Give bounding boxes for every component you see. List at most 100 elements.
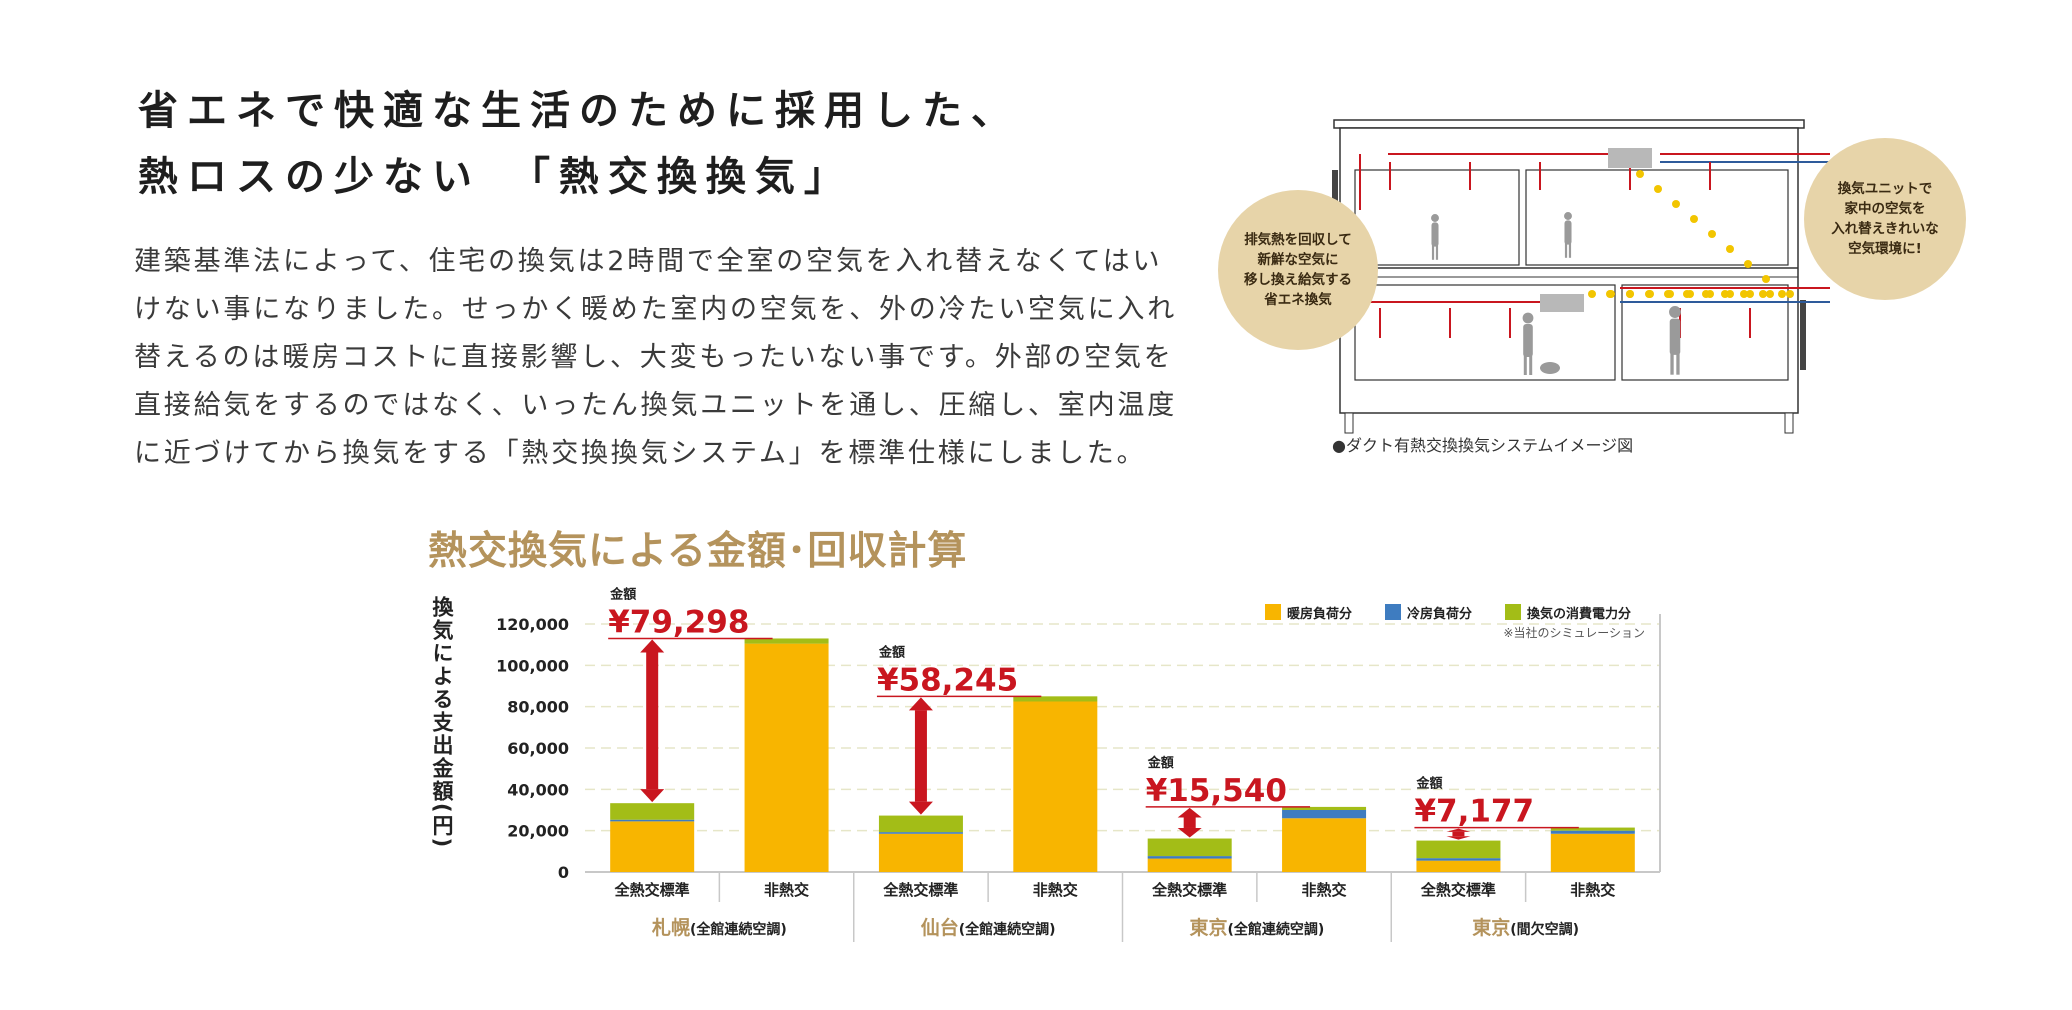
description-line: 直接給気をするのではなく、いったん換気ユニットを通し、圧縮し、室内温度 — [134, 390, 1177, 421]
airflow-dot — [1759, 290, 1767, 298]
group-subtitle: (全館連続空調) — [959, 921, 1056, 938]
legend-swatch — [1505, 604, 1521, 620]
description-line: 建築基準法によって、住宅の換気は2時間で全室の空気を入れ替えなくてはい — [134, 246, 1163, 277]
savings-arrow-head — [1446, 836, 1471, 840]
child-figure — [1564, 220, 1572, 245]
bar-segment — [1550, 827, 1635, 831]
bar-segment — [1416, 858, 1501, 861]
bar-segment — [1147, 858, 1232, 872]
group-label: 仙台(全館連続空調) — [921, 916, 1056, 939]
child-figure — [1564, 212, 1572, 220]
y-tick-label: 60,000 — [507, 739, 569, 758]
heading-line-2: 熱ロスの少ない 「熱交換換気」 — [138, 144, 1038, 216]
y-tick-label: 20,000 — [507, 822, 569, 841]
ventilation-unit — [1540, 294, 1584, 312]
airflow-dot — [1683, 290, 1691, 298]
ventilation-unit-text: 換気ユニットで 家中の空気を 入れ替えきれいな 空気環境に! — [1831, 181, 1939, 257]
bar-segment — [878, 832, 963, 834]
adult-figure — [1523, 324, 1533, 357]
savings-arrow-head — [1446, 828, 1471, 832]
child-figure — [1568, 242, 1572, 258]
savings-arrow-head — [908, 697, 933, 711]
savings-amount: ¥15,540 — [1146, 773, 1287, 809]
savings-arrow-shaft — [646, 652, 659, 790]
adult-figure — [1669, 306, 1681, 318]
roof-edge — [1333, 119, 1805, 129]
x-tick-label: 全熱交標準 — [1151, 881, 1227, 899]
adult-figure — [1669, 318, 1681, 355]
x-tick-label: 全熱交標準 — [1420, 881, 1496, 899]
y-tick-label: 120,000 — [496, 615, 569, 634]
bar-segment — [610, 819, 695, 822]
savings-arrow-head — [640, 639, 665, 653]
bar-segment — [1416, 860, 1501, 872]
y-tick-label: 40,000 — [507, 780, 569, 799]
bar-segment — [878, 815, 963, 833]
y-tick-label: 100,000 — [496, 656, 569, 675]
adult-figure — [1670, 351, 1674, 375]
airflow-dot — [1654, 185, 1662, 193]
bar-segment — [1550, 833, 1635, 872]
savings-label: 金額 — [1147, 755, 1174, 771]
adult-figure — [1676, 351, 1680, 375]
savings-label: 金額 — [878, 644, 905, 660]
airflow-dot — [1762, 275, 1770, 283]
adult-figure — [1522, 312, 1534, 324]
heat-recovery-bubble: 排気熱を回収して 新鮮な空気に 移し換え給気する 省エネ換気 — [1218, 190, 1378, 350]
bar-segment — [1147, 838, 1232, 857]
heading-line-2-prefix: 熱ロスの少ない — [138, 154, 481, 200]
airflow-dot — [1672, 200, 1680, 208]
description-line: けない事になりました。せっかく暖めた室内の空気を、外の冷たい空気に入れ — [134, 294, 1177, 325]
y-tick-label: 0 — [558, 863, 569, 882]
bar-segment — [1013, 701, 1098, 872]
bar-segment — [1416, 840, 1501, 859]
x-tick-label: 非熱交 — [1302, 881, 1347, 899]
simulation-note: ※当社のシミュレーション — [1503, 625, 1645, 640]
airflow-dot — [1721, 290, 1729, 298]
heat-recovery-text: 排気熱を回収して 新鮮な空気に 移し換え給気する 省エネ換気 — [1244, 232, 1352, 308]
description-line: に近づけてから換気をする「熱交換換気システム」を標準仕様にしました。 — [134, 438, 1147, 469]
bar-segment — [744, 638, 829, 644]
x-tick-label: 全熱交標準 — [614, 881, 690, 899]
y-tick-label: 80,000 — [507, 698, 569, 717]
stacked-bar-chart: 換気による支出金額(円) 0 20,000 40,000 60,000 80,000 100… — [430, 586, 1661, 942]
bar-segment — [610, 821, 695, 872]
savings-label: 金額 — [609, 586, 636, 602]
airflow-dot — [1740, 290, 1748, 298]
group-name: 東京 — [1189, 916, 1227, 939]
group-label: 札幌(全館連続空調) — [651, 916, 787, 939]
x-tick-label: 非熱交 — [1570, 881, 1615, 899]
savings-amount: ¥7,177 — [1414, 794, 1534, 830]
bar-segment — [744, 643, 829, 872]
adult-figure — [1523, 354, 1527, 375]
x-tick-label: 非熱交 — [1033, 881, 1078, 899]
airflow-dot — [1708, 230, 1716, 238]
group-name: 東京 — [1472, 916, 1510, 939]
savings-arrow-head — [908, 801, 933, 815]
room-outline — [1525, 169, 1789, 266]
group-label: 東京(全館連続空調) — [1189, 916, 1324, 939]
airflow-dot — [1766, 290, 1774, 298]
savings-arrow-head — [1177, 807, 1202, 818]
bar-segment — [1282, 818, 1367, 872]
house-cross-section-illustration — [1332, 119, 1830, 434]
child-figure — [1431, 222, 1439, 247]
group-name: 仙台 — [921, 916, 959, 939]
room-outline — [1354, 284, 1616, 381]
legend-label: 換気の消費電力分 — [1527, 606, 1631, 622]
child-figure — [1564, 242, 1568, 258]
bar-segment — [610, 803, 695, 820]
baby-figure — [1540, 362, 1560, 374]
airflow-dot — [1746, 290, 1754, 298]
savings-arrow-shaft — [914, 710, 927, 802]
bar-segment — [878, 833, 963, 872]
savings-label: 金額 — [1415, 776, 1442, 792]
bar-segment — [1282, 810, 1367, 819]
bar-segment — [1282, 806, 1367, 810]
legend-swatch — [1385, 604, 1401, 620]
savings-arrow-shaft — [1452, 831, 1465, 837]
house-outline — [1339, 127, 1799, 414]
airflow-dot — [1726, 245, 1734, 253]
group-subtitle: (間欠空調) — [1510, 921, 1579, 938]
child-figure — [1431, 244, 1435, 260]
